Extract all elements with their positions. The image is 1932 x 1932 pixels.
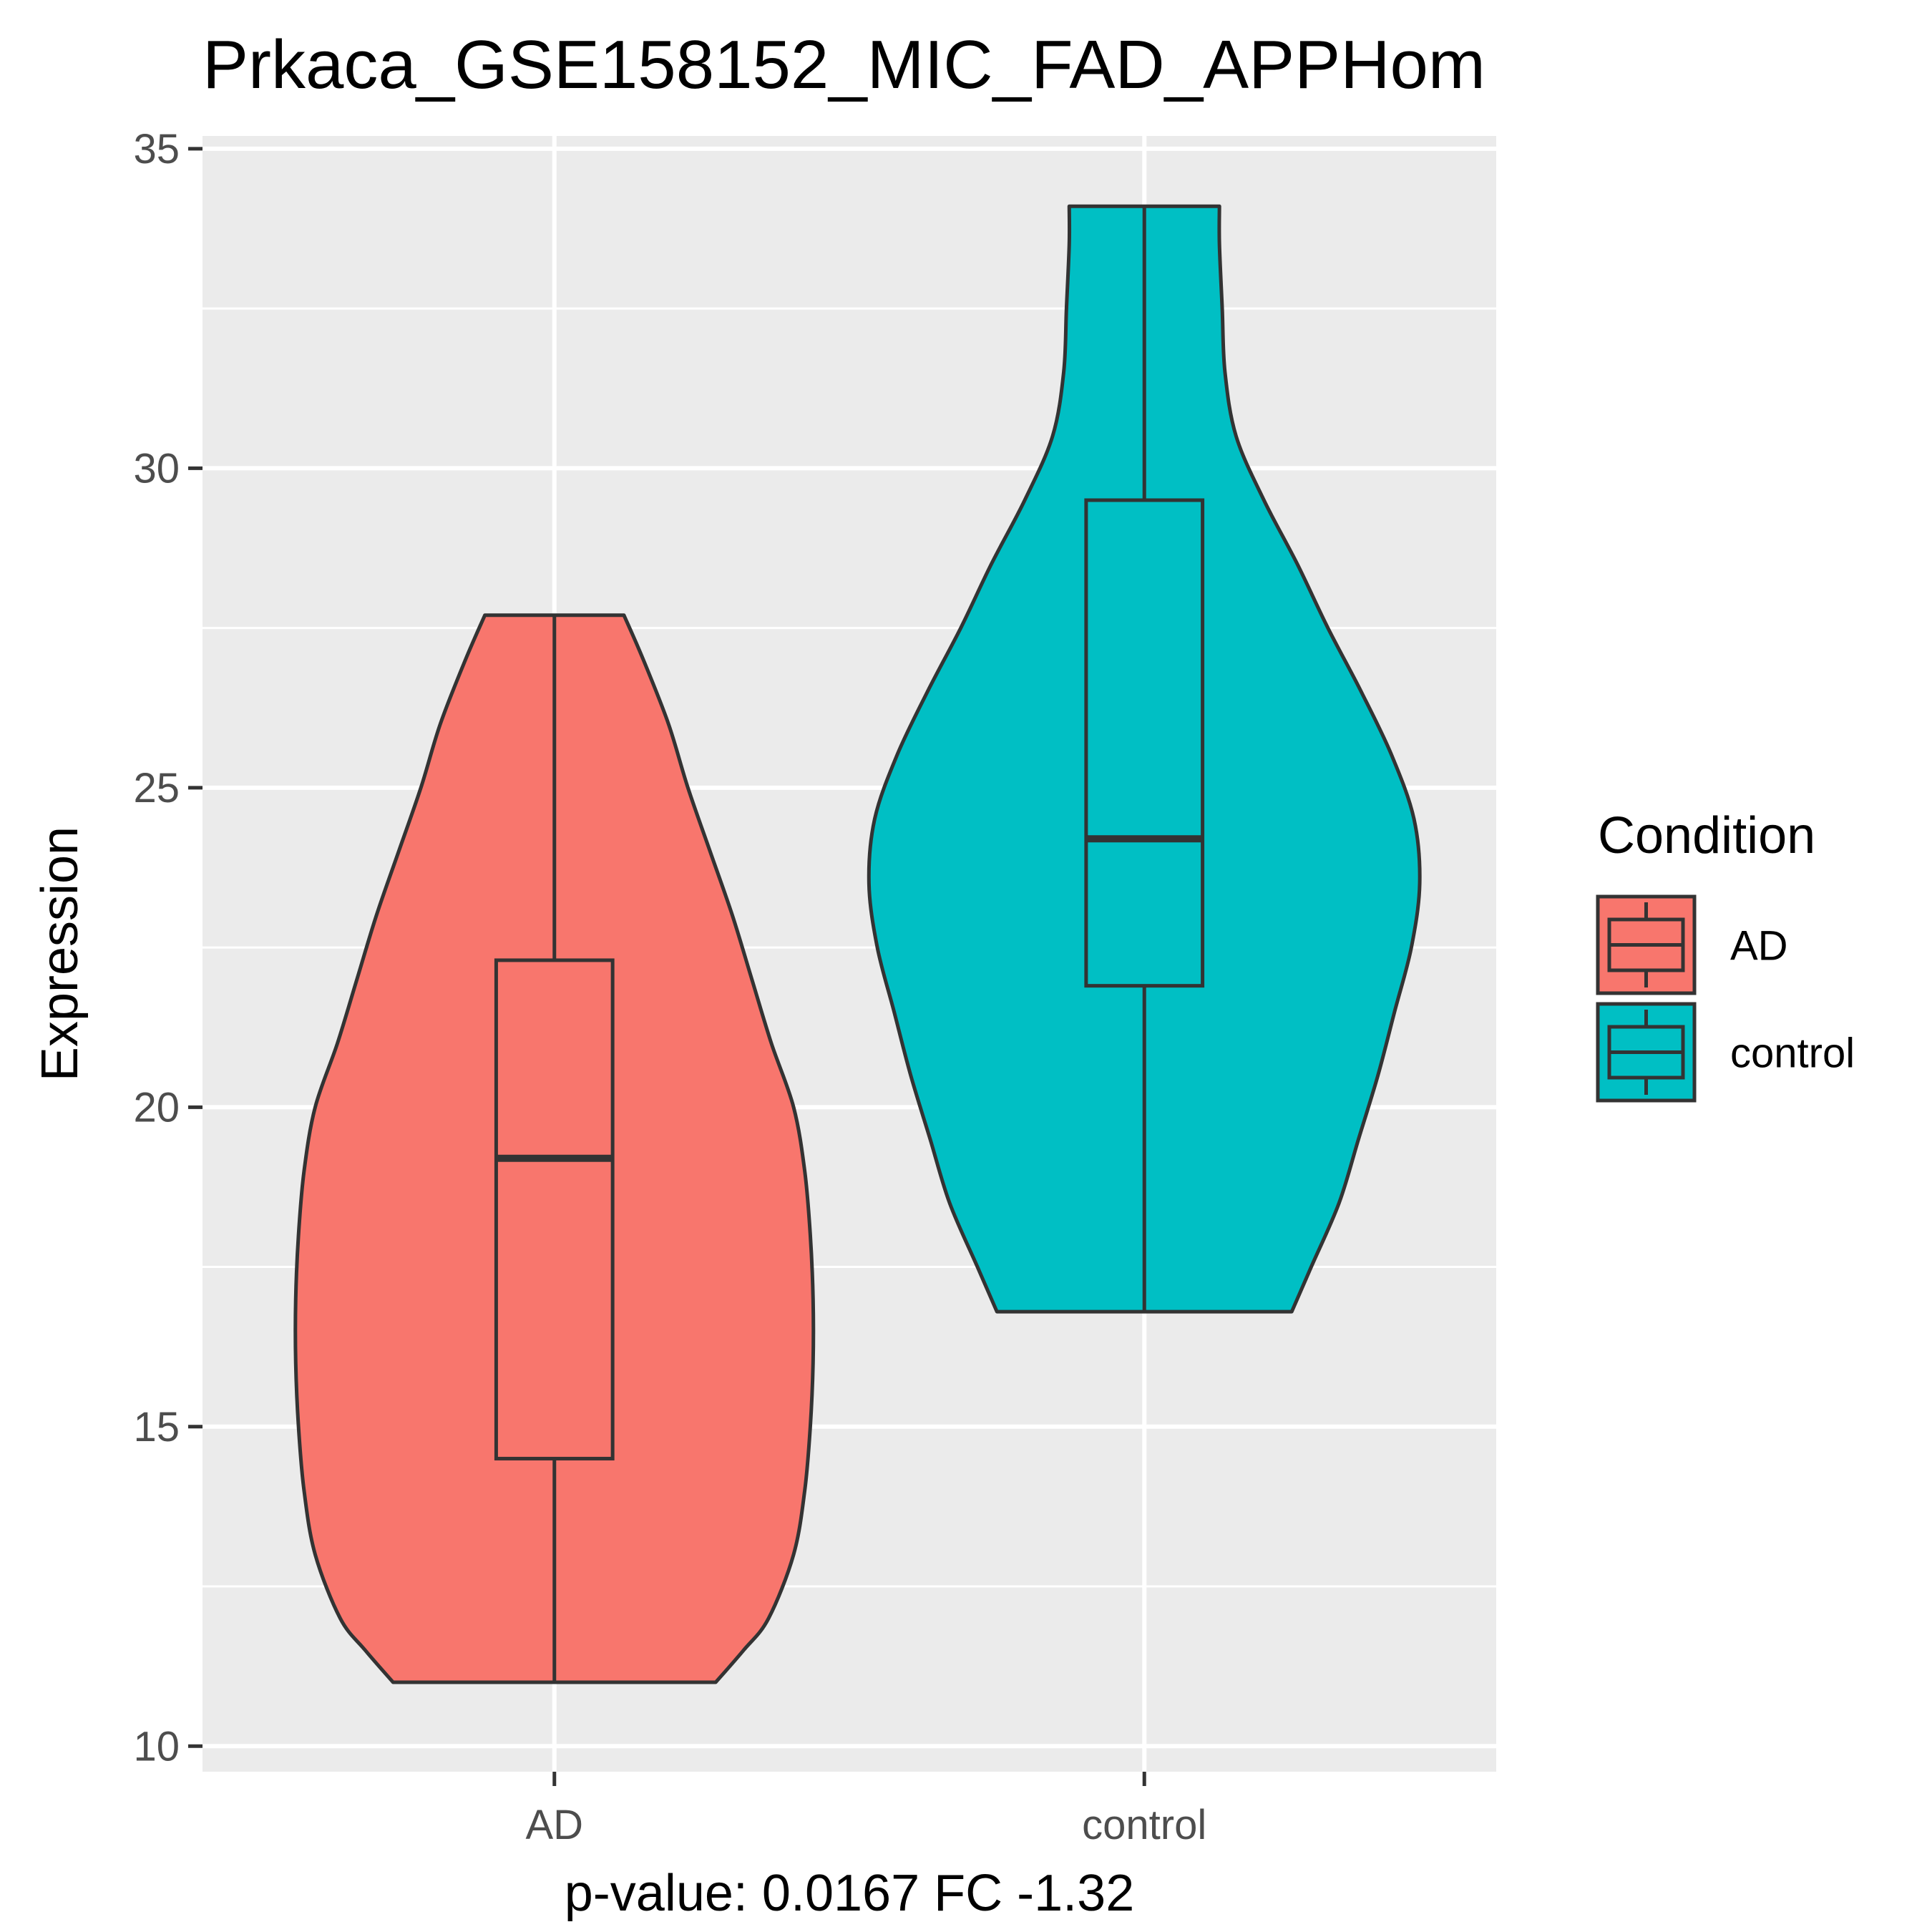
y-tick-label: 20: [133, 1084, 180, 1131]
x-axis-title: p-value: 0.0167 FC -1.32: [565, 1865, 1134, 1922]
chart-title: Prkaca_GSE158152_MIC_FAD_APPHom: [203, 26, 1485, 103]
box-control: [1084, 498, 1205, 988]
x-tick-label: AD: [525, 1802, 583, 1848]
x-axis: AD control: [525, 1772, 1206, 1848]
y-tick-label: 10: [133, 1723, 180, 1770]
legend: Condition AD control: [1596, 807, 1855, 1103]
y-axis: 10 15 20 25 30 35: [133, 126, 203, 1770]
y-tick-label: 35: [133, 126, 180, 172]
box-AD: [494, 958, 615, 1460]
legend-key-control: [1596, 1002, 1697, 1103]
legend-key-AD: [1596, 894, 1697, 995]
y-axis-title: Expression: [31, 826, 89, 1081]
x-tick-label: control: [1082, 1802, 1206, 1848]
y-tick-label: 15: [133, 1404, 180, 1450]
legend-label-AD: AD: [1730, 923, 1788, 970]
y-tick-label: 30: [133, 445, 180, 492]
y-tick-label: 25: [133, 765, 180, 811]
legend-label-control: control: [1730, 1030, 1855, 1077]
boxplots: [494, 206, 1205, 1682]
legend-title: Condition: [1598, 807, 1815, 864]
